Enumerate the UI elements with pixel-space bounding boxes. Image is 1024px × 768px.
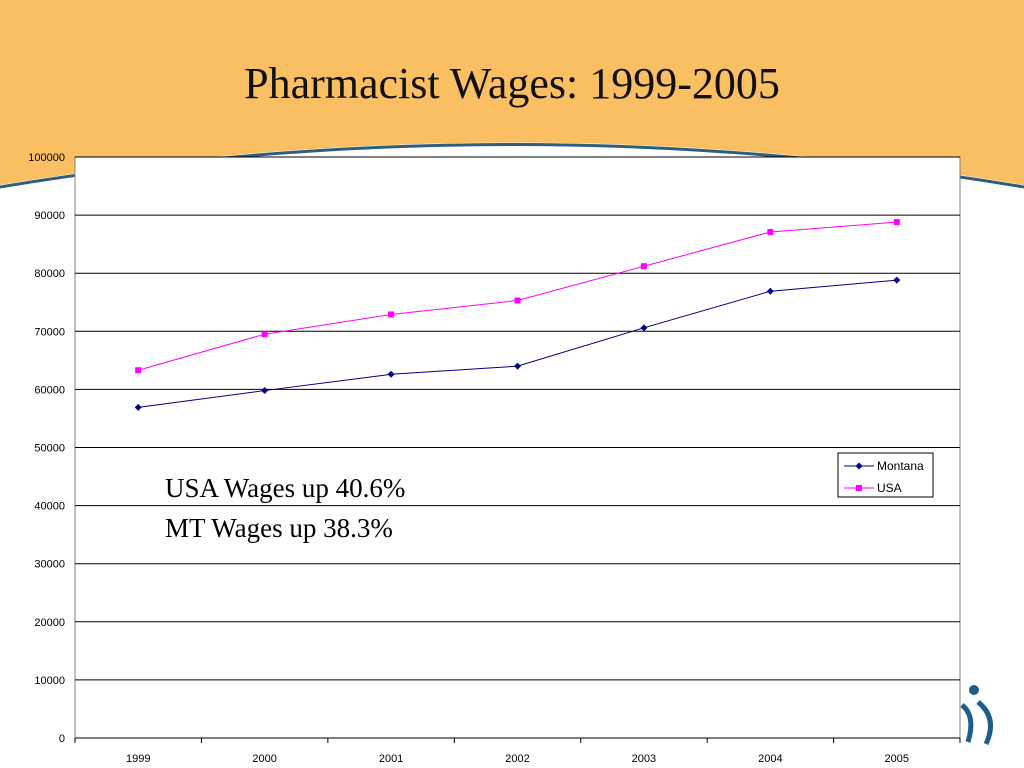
x-tick-label: 2005	[885, 753, 909, 765]
data-point-usa	[514, 297, 521, 304]
data-point-usa	[261, 331, 268, 338]
data-point-usa	[388, 311, 395, 318]
data-point-usa	[893, 219, 900, 226]
banner-band	[0, 0, 1024, 185]
y-tick-label: 10000	[34, 675, 65, 687]
data-point-usa	[135, 367, 142, 374]
legend-marker-montana	[855, 462, 863, 470]
data-point-montana	[514, 362, 521, 370]
mt-wages-annotation: MT Wages up 38.3%	[165, 513, 393, 543]
gridlines	[75, 156, 960, 681]
y-tick-label: 60000	[34, 384, 65, 396]
y-tick-label: 90000	[34, 210, 65, 222]
data-point-montana	[893, 276, 901, 284]
x-axis-tick-labels: 1999 2000 2001 2002 2003 2004 2005	[126, 753, 909, 765]
y-tick-label: 70000	[34, 326, 65, 338]
y-tick-label: 40000	[34, 501, 65, 513]
legend-label-montana: Montana	[877, 459, 924, 473]
x-tick-label: 2002	[505, 753, 529, 765]
series-layer	[134, 219, 901, 411]
y-axis-tick-labels: 0 10000 20000 30000 40000 50000 60000 70000 8000…	[28, 152, 65, 745]
data-point-montana	[134, 403, 142, 411]
legend: Montana USA	[837, 452, 934, 498]
legend-box	[837, 452, 934, 498]
data-point-usa	[767, 228, 774, 235]
usa-wages-annotation: USA Wages up 40.6%	[165, 473, 406, 503]
x-axis-ticks	[74, 738, 961, 743]
slide-title: Pharmacist Wages: 1999-2005	[244, 59, 780, 108]
legend-label-usa: USA	[877, 481, 902, 495]
x-tick-label: 1999	[126, 753, 150, 765]
x-tick-label: 2003	[632, 753, 656, 765]
x-tick-label: 2001	[379, 753, 403, 765]
y-tick-label: 80000	[34, 268, 65, 280]
y-tick-label: 0	[59, 733, 65, 745]
data-point-usa	[640, 263, 647, 270]
data-point-montana	[640, 324, 648, 332]
series-montana	[134, 276, 901, 411]
series-usa	[135, 219, 900, 374]
data-point-montana	[387, 370, 395, 378]
data-point-montana	[766, 287, 774, 295]
x-tick-label: 2000	[252, 753, 276, 765]
data-point-montana	[261, 387, 269, 395]
legend-marker-usa	[856, 485, 862, 491]
figures-logo-icon	[960, 685, 993, 746]
y-tick-label: 20000	[34, 617, 65, 629]
y-tick-label: 100000	[28, 152, 65, 164]
y-tick-label: 50000	[34, 443, 65, 455]
y-tick-label: 30000	[34, 559, 65, 571]
x-tick-label: 2004	[758, 753, 782, 765]
